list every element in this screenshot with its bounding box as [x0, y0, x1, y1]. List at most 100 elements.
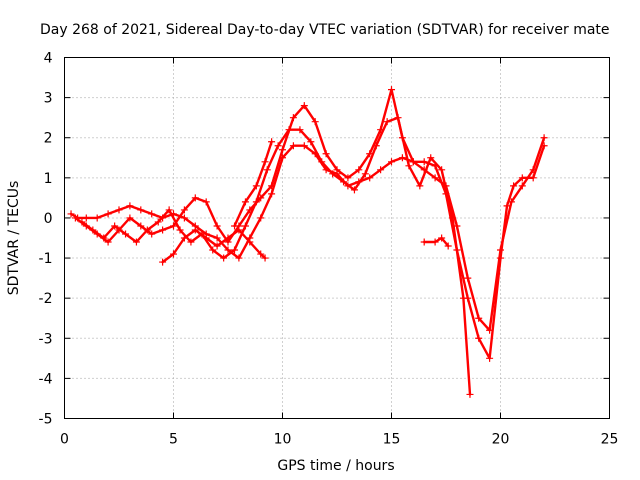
data-point	[388, 158, 395, 166]
y-tick-label: 2	[44, 131, 53, 147]
data-point	[93, 214, 101, 222]
data-point	[159, 258, 167, 266]
data-point	[71, 214, 79, 222]
data-point	[427, 154, 435, 162]
data-point	[285, 126, 293, 134]
data-point	[191, 194, 199, 202]
data-point	[148, 210, 156, 218]
data-point	[67, 210, 75, 218]
data-point	[394, 114, 402, 122]
y-tick-label: 1	[44, 171, 53, 187]
data-point	[263, 166, 271, 174]
data-point	[459, 294, 467, 302]
data-point	[252, 182, 260, 190]
data-point	[268, 182, 276, 190]
data-point	[372, 142, 380, 150]
data-point	[497, 246, 504, 254]
x-tick-label: 15	[383, 432, 401, 448]
x-tick-label: 5	[169, 432, 178, 448]
y-tick-label: 3	[44, 91, 53, 107]
x-axis-label: GPS time / hours	[277, 458, 394, 474]
data-point	[438, 234, 446, 242]
data-point	[307, 138, 315, 146]
data-point	[235, 226, 243, 234]
data-point	[202, 198, 210, 206]
data-point	[289, 114, 297, 122]
data-point	[213, 234, 221, 242]
data-point	[241, 222, 249, 230]
x-tick-label: 0	[60, 432, 69, 448]
data-point	[383, 118, 391, 126]
data-point	[111, 222, 119, 230]
data-point	[486, 354, 494, 362]
data-point	[78, 218, 86, 226]
plot-frame	[64, 57, 610, 419]
data-point	[261, 158, 269, 166]
data-point	[475, 334, 483, 342]
data-point	[355, 166, 363, 174]
data-point	[187, 238, 195, 246]
data-point	[246, 238, 254, 246]
data-point	[180, 234, 188, 242]
data-point	[224, 246, 232, 254]
data-point	[333, 166, 341, 174]
data-point	[132, 238, 140, 246]
data-series	[67, 86, 548, 398]
data-point	[126, 214, 134, 222]
data-point	[510, 182, 518, 190]
data-point	[507, 198, 515, 206]
data-point	[518, 174, 526, 182]
data-point	[475, 314, 483, 322]
data-point	[444, 242, 452, 250]
series-track-f	[420, 234, 452, 250]
data-point	[231, 246, 239, 254]
axis-ticks	[64, 57, 610, 419]
data-point	[329, 170, 337, 178]
data-point	[464, 274, 472, 282]
data-point	[409, 158, 417, 166]
data-point	[220, 254, 228, 262]
data-point	[89, 226, 97, 234]
data-point	[261, 254, 269, 262]
data-point	[340, 178, 348, 186]
data-point	[486, 326, 494, 334]
data-point	[529, 166, 537, 174]
data-point	[148, 230, 156, 238]
data-point	[300, 102, 308, 110]
data-point	[143, 226, 151, 234]
data-point	[449, 214, 457, 222]
y-tick-label: 4	[44, 51, 53, 67]
data-point	[209, 246, 217, 254]
data-point	[137, 222, 145, 230]
data-point	[466, 390, 474, 398]
data-point	[279, 146, 286, 154]
data-point	[289, 142, 297, 150]
x-tick-label: 25	[601, 432, 619, 448]
x-tick-label: 20	[492, 432, 510, 448]
data-point	[252, 198, 260, 206]
data-point	[518, 182, 526, 190]
data-point	[431, 174, 439, 182]
y-tick-label: -4	[39, 371, 53, 387]
data-point	[202, 234, 210, 242]
series-line	[69, 144, 546, 360]
data-point	[268, 190, 276, 198]
data-point	[268, 138, 276, 146]
data-point	[241, 198, 249, 206]
data-point	[274, 142, 282, 150]
data-point	[137, 206, 145, 214]
data-point	[213, 242, 221, 250]
y-tick-label: -3	[39, 331, 53, 347]
chart-title: Day 268 of 2021, Sidereal Day-to-day VTE…	[40, 22, 610, 38]
data-point	[213, 222, 221, 230]
data-point	[235, 254, 243, 262]
data-point	[165, 206, 173, 214]
y-tick-label: 0	[44, 211, 53, 227]
data-point	[126, 202, 134, 210]
data-point	[180, 206, 188, 214]
data-point	[104, 238, 112, 246]
data-point	[257, 250, 265, 258]
